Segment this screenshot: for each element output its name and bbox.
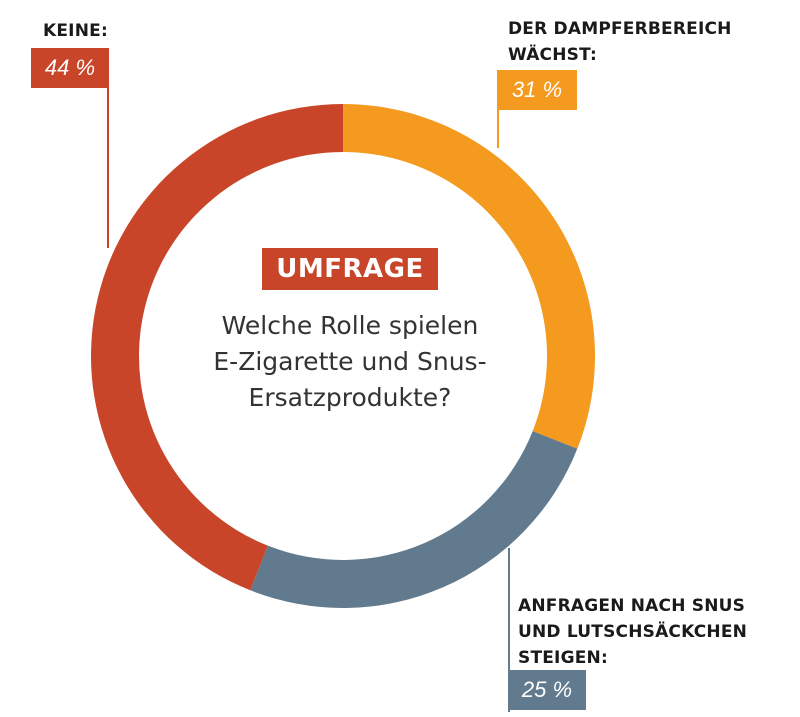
value-box-keine: 44 %: [31, 48, 109, 88]
label-dampferbereich-line-2: WÄCHST:: [508, 45, 597, 65]
label-snus-line-3: STEIGEN:: [518, 648, 608, 668]
label-dampferbereich: DER DAMPFERBEREICH WÄCHST:: [508, 16, 732, 68]
leader-snus: [508, 548, 510, 712]
donut-slice-keine: [90, 104, 343, 591]
survey-question: Welche Rolle spielen E-Zigarette und Snu…: [170, 308, 530, 416]
label-keine-line-1: KEINE:: [43, 21, 108, 41]
label-snus-line-1: ANFRAGEN NACH SNUS: [518, 596, 746, 616]
leader-keine: [107, 48, 109, 248]
value-box-dampferbereich: 31 %: [497, 70, 577, 110]
question-line-3: Ersatzprodukte?: [248, 383, 452, 412]
question-line-1: Welche Rolle spielen: [221, 311, 479, 340]
question-line-2: E-Zigarette und Snus-: [213, 347, 487, 376]
survey-badge: UMFRAGE: [262, 248, 438, 290]
label-snus: ANFRAGEN NACH SNUS UND LUTSCHSÄCKCHEN ST…: [518, 593, 747, 671]
value-box-snus: 25 %: [508, 670, 586, 710]
label-keine: KEINE:: [43, 18, 108, 44]
donut-slice-snus: [250, 431, 578, 608]
donut-slice-dampferbereich: [343, 104, 595, 449]
label-dampferbereich-line-1: DER DAMPFERBEREICH: [508, 19, 732, 39]
label-snus-line-2: UND LUTSCHSÄCKCHEN: [518, 622, 748, 642]
